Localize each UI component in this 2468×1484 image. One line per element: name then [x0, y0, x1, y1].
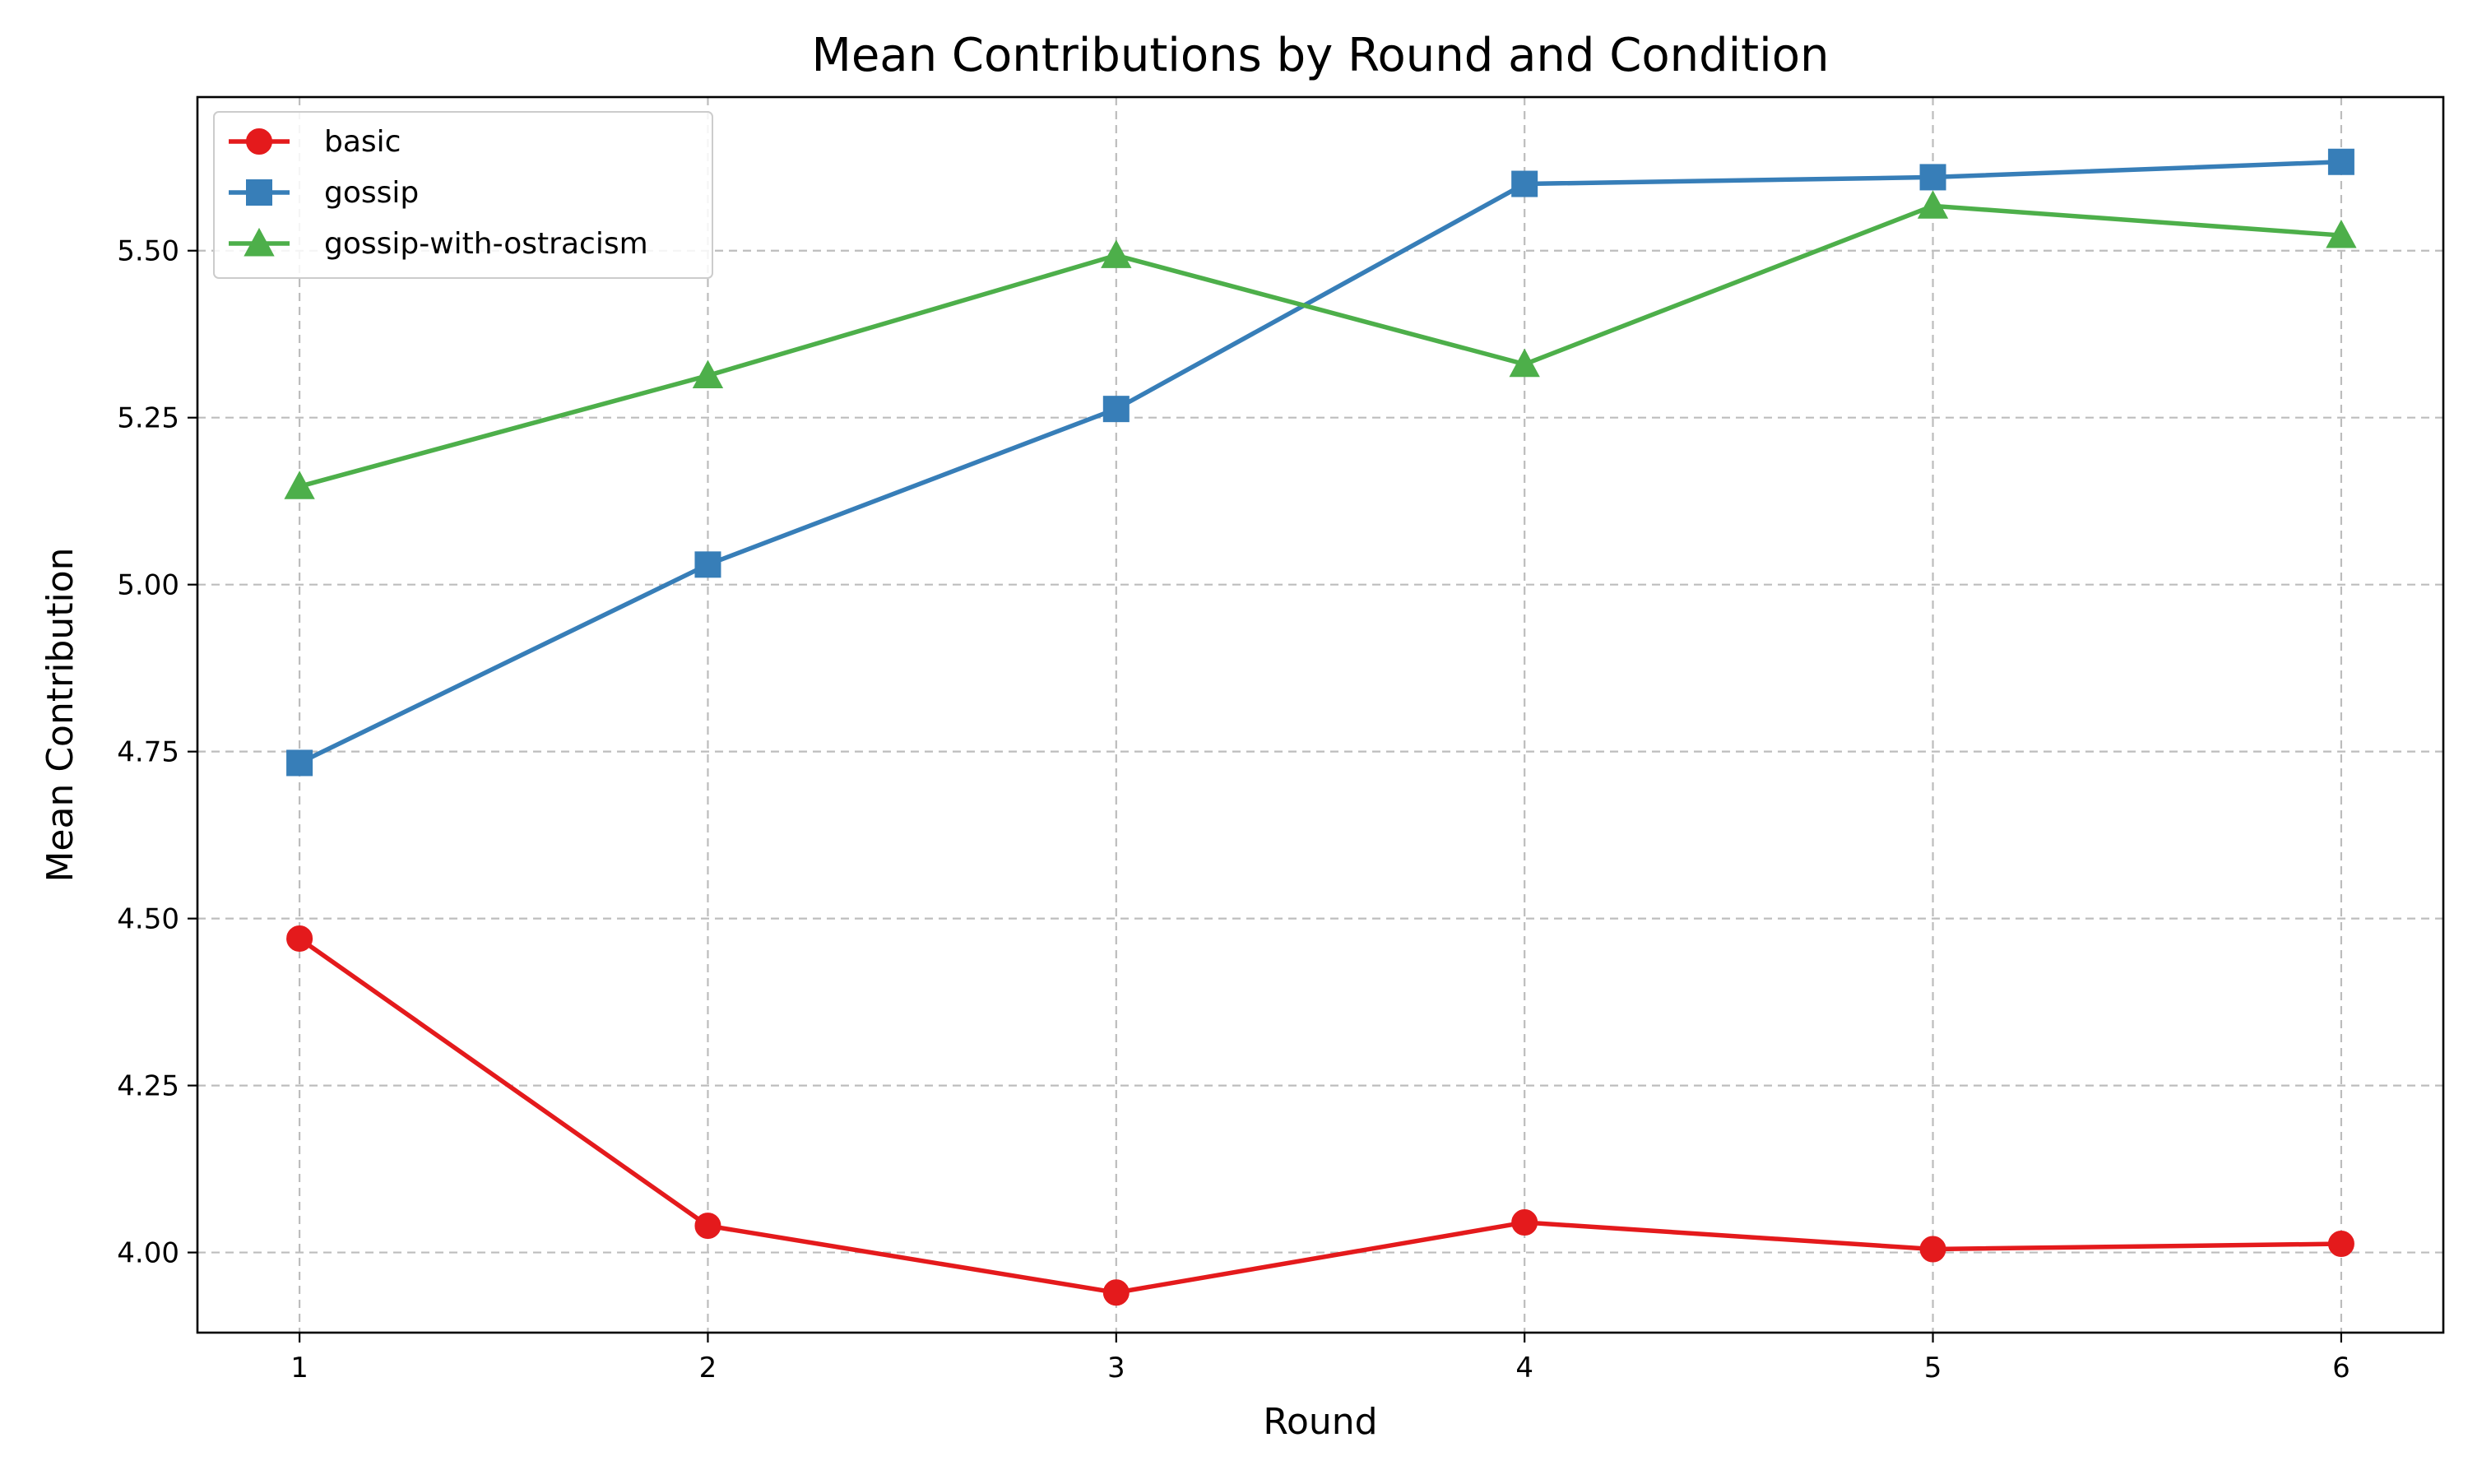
x-tick-label: 4	[1515, 1352, 1533, 1384]
data-point-gossip-with-ostracism	[692, 359, 724, 389]
data-point-basic	[286, 925, 313, 952]
series-line-gossip-with-ostracism	[299, 203, 2342, 489]
y-tick-label: 4.00	[117, 1237, 179, 1270]
legend-label: basic	[324, 125, 401, 159]
series-basic	[286, 925, 2354, 1306]
y-tick-label: 5.50	[117, 235, 179, 268]
legend-item-gossip-with-ostracism: gossip-with-ostracism	[229, 227, 648, 261]
series-layer	[284, 148, 2357, 1306]
data-point-gossip-with-ostracism	[2326, 219, 2357, 248]
series-line-gossip	[298, 160, 2342, 765]
series-gossip	[286, 148, 2354, 777]
data-point-basic	[1919, 1236, 1946, 1263]
chart-title: Mean Contributions by Round and Conditio…	[812, 29, 1830, 82]
legend-frame	[213, 111, 713, 279]
data-point-basic	[1102, 1279, 1130, 1306]
series-line-basic	[298, 936, 2341, 1296]
data-point-gossip-with-ostracism	[1917, 190, 1949, 219]
legend-item-gossip: gossip	[229, 176, 419, 210]
data-point-gossip	[1919, 164, 1946, 191]
legend-label: gossip-with-ostracism	[324, 227, 648, 261]
data-point-gossip	[1102, 396, 1130, 423]
data-point-basic	[694, 1213, 721, 1240]
x-tick-label: 1	[290, 1352, 308, 1384]
data-point-gossip-with-ostracism	[1101, 239, 1132, 268]
data-point-gossip	[2327, 148, 2354, 175]
data-point-gossip-with-ostracism	[1509, 348, 1540, 378]
y-tick-label: 4.50	[117, 903, 179, 936]
legend-marker	[246, 179, 272, 206]
series-gossip-with-ostracism	[284, 190, 2357, 499]
x-axis-title: Round	[1263, 1401, 1377, 1443]
data-point-gossip	[694, 551, 721, 578]
legend-label: gossip	[324, 176, 419, 210]
legend-marker	[244, 227, 275, 257]
y-axis-title: Mean Contribution	[39, 547, 81, 882]
legend: basic gossip gossip-with-ostracism	[213, 111, 713, 279]
y-tick-label: 4.25	[117, 1070, 179, 1103]
x-tick-label: 3	[1107, 1352, 1125, 1384]
x-tick-label: 6	[2332, 1352, 2350, 1384]
data-point-gossip-with-ostracism	[284, 471, 315, 499]
data-point-basic	[2327, 1231, 2354, 1258]
axis-ticks: 1 2 3 4 5 6 4.00 4.25 4.50 4.75 5.00 5.25 5.50	[117, 235, 2350, 1384]
plot-area-frame	[196, 95, 2445, 1334]
y-tick-label: 5.25	[117, 402, 179, 435]
x-tick-label: 5	[1924, 1352, 1942, 1384]
legend-item-basic: basic	[229, 125, 401, 159]
data-point-gossip	[286, 749, 313, 777]
x-tick-label: 2	[699, 1352, 717, 1384]
y-tick-label: 4.75	[117, 736, 179, 769]
data-point-basic	[1511, 1209, 1538, 1236]
data-point-gossip	[1511, 170, 1538, 197]
grid	[197, 97, 2443, 1333]
y-tick-label: 5.00	[117, 569, 179, 602]
legend-marker	[246, 128, 272, 155]
